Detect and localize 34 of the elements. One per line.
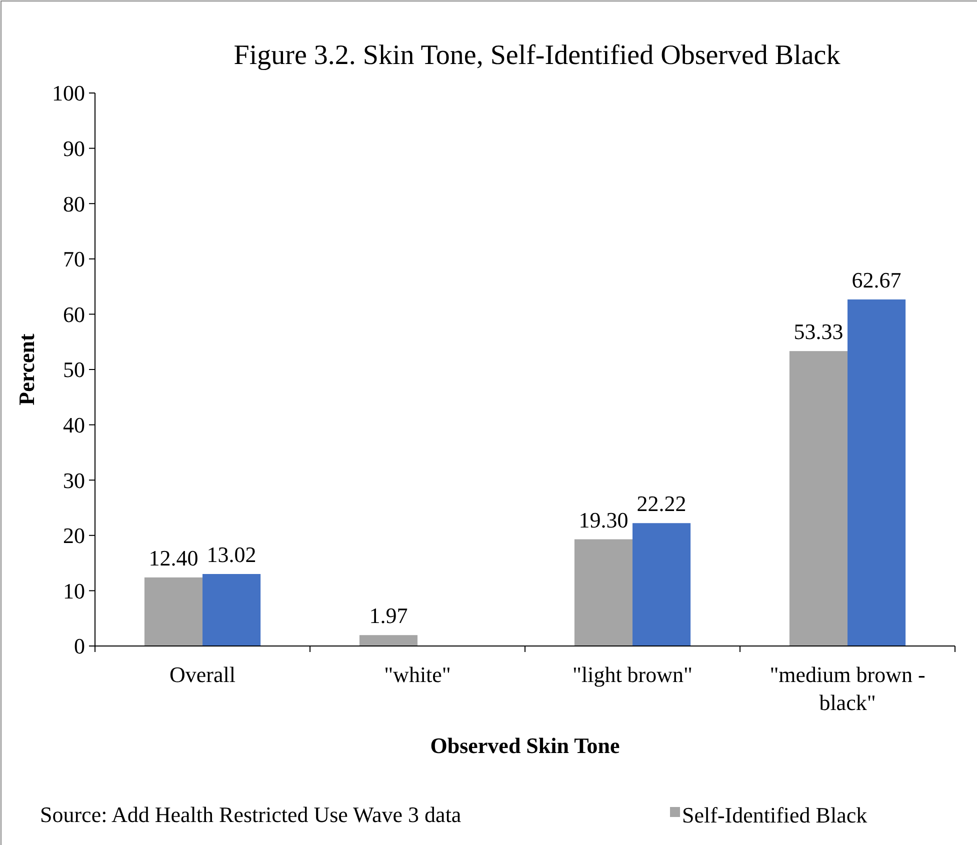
data-label: 53.33	[794, 319, 844, 344]
y-tick-label: 60	[63, 302, 85, 327]
y-tick-label: 70	[63, 246, 85, 272]
y-tick-label: 30	[63, 468, 85, 493]
x-axis-title: Observed Skin Tone	[430, 733, 620, 758]
data-label: 1.97	[369, 603, 408, 628]
chart-title: Figure 3.2. Skin Tone, Self-Identified Observed Black	[234, 40, 840, 71]
y-tick-label: 0	[74, 634, 85, 659]
y-tick-label: 50	[63, 357, 85, 382]
data-label: 62.67	[852, 267, 902, 292]
bar	[632, 523, 691, 646]
legend-label: Self-Identified Black	[682, 802, 868, 828]
x-tick-label: "white"	[384, 662, 451, 687]
x-tick-label: "medium brown - black"	[770, 662, 926, 715]
bar	[144, 577, 202, 646]
bar	[574, 539, 632, 646]
data-label: 22.22	[636, 491, 686, 516]
data-label: 19.30	[578, 507, 628, 532]
bar	[202, 574, 261, 646]
data-label: 13.02	[206, 542, 256, 567]
bar	[848, 299, 906, 646]
y-tick-label: 80	[63, 191, 85, 216]
y-tick-label: 100	[52, 80, 85, 106]
y-tick-label: 10	[63, 578, 85, 604]
x-tick-label: "light brown"	[572, 662, 693, 687]
y-axis-title: Percent	[14, 333, 39, 406]
x-tick-label: Overall	[170, 662, 236, 687]
source-note: Source: Add Health Restricted Use Wave 3 data	[40, 802, 462, 827]
y-tick-label: 90	[63, 136, 85, 161]
data-label: 12.40	[148, 545, 198, 570]
y-tick-label: 40	[63, 412, 85, 438]
y-tick-label: 20	[63, 523, 85, 548]
bar	[359, 635, 418, 646]
bar	[789, 351, 848, 646]
